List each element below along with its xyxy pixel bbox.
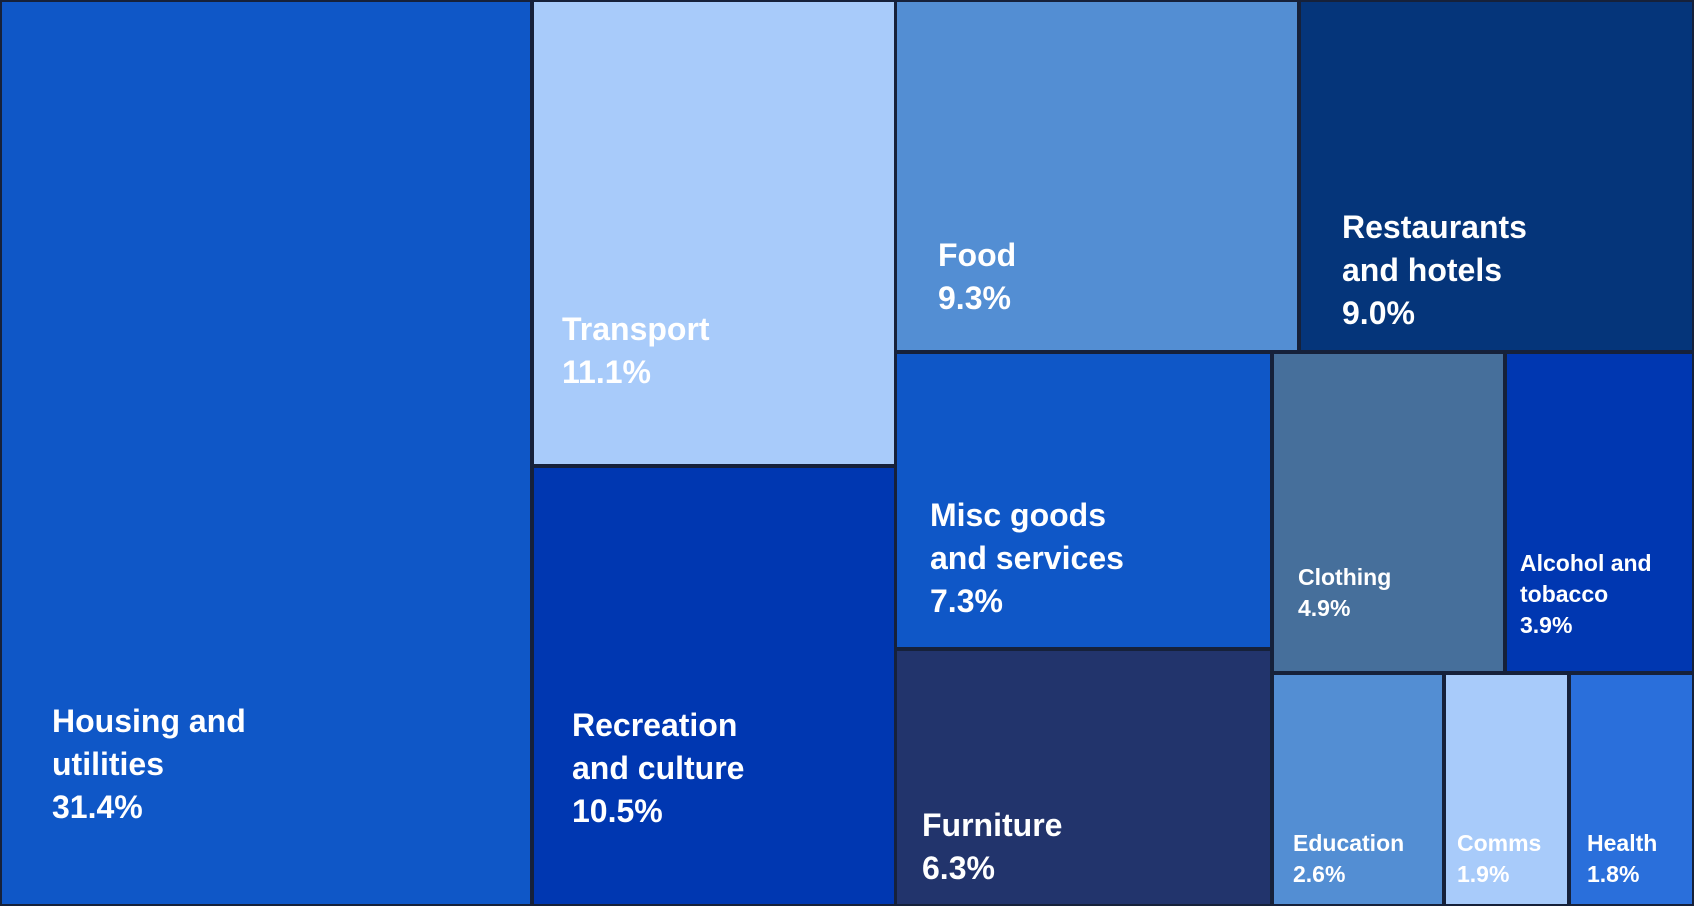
tile-recreation-and-culture	[532, 466, 896, 906]
tile-value: 10.5%	[572, 793, 663, 830]
tile-value: 3.9%	[1520, 612, 1573, 639]
tile-housing-and-utilities	[0, 0, 532, 906]
tile-food	[895, 0, 1299, 352]
tile-health	[1569, 673, 1694, 906]
tile-value: 31.4%	[52, 789, 143, 826]
tile-label-misc-goods-and-services: Misc goods and services 7.3%	[930, 494, 1124, 624]
tile-alcohol-and-tobacco	[1505, 352, 1694, 673]
tile-name: Restaurants	[1342, 209, 1527, 245]
tile-value: 2.6%	[1293, 861, 1346, 888]
tile-label-transport: Transport 11.1%	[562, 308, 710, 394]
tile-label-food: Food 9.3%	[938, 234, 1016, 320]
tile-name: tobacco	[1520, 581, 1609, 608]
tile-name: Housing and	[52, 703, 246, 739]
tile-name: and culture	[572, 750, 745, 787]
tile-label-clothing: Clothing 4.9%	[1298, 562, 1391, 624]
tile-value: 1.9%	[1457, 861, 1510, 888]
tile-label-housing-and-utilities: Housing and utilities 31.4%	[52, 700, 246, 830]
tile-value: 9.0%	[1342, 295, 1415, 332]
tile-value: 4.9%	[1298, 595, 1351, 622]
tile-name: Misc goods	[930, 497, 1107, 533]
tile-name: Recreation	[572, 707, 738, 743]
tile-name: Alcohol and	[1520, 550, 1652, 576]
tile-label-alcohol-and-tobacco: Alcohol and tobacco 3.9%	[1520, 548, 1652, 641]
tile-value: 6.3%	[922, 850, 995, 887]
tile-name: utilities	[52, 746, 165, 783]
tile-label-restaurants-and-hotels: Restaurants and hotels 9.0%	[1342, 206, 1527, 336]
tile-restaurants-and-hotels	[1299, 0, 1694, 352]
tile-name: Clothing	[1298, 564, 1392, 590]
tile-value: 9.3%	[938, 280, 1011, 317]
tile-transport	[532, 0, 896, 466]
tile-value: 11.1%	[562, 354, 651, 391]
tile-value: 7.3%	[930, 583, 1003, 620]
tile-clothing	[1272, 352, 1505, 673]
tile-name: Transport	[562, 311, 710, 347]
tile-label-furniture: Furniture 6.3%	[922, 804, 1062, 890]
tile-name: and hotels	[1342, 252, 1503, 289]
tile-label-health: Health 1.8%	[1587, 828, 1657, 890]
tile-name: Comms	[1457, 830, 1542, 856]
tile-education	[1272, 673, 1444, 906]
tile-misc-goods-and-services	[895, 352, 1272, 649]
tile-name: Food	[938, 237, 1017, 273]
tile-label-recreation-and-culture: Recreation and culture 10.5%	[572, 704, 744, 834]
tile-furniture	[895, 649, 1272, 906]
tile-label-comms: Comms 1.9%	[1457, 828, 1541, 890]
tile-name: Furniture	[922, 807, 1063, 843]
tile-name: and services	[930, 540, 1124, 577]
tile-comms	[1444, 673, 1569, 906]
tile-label-education: Education 2.6%	[1293, 828, 1404, 890]
tile-value: 1.8%	[1587, 861, 1640, 888]
tile-name: Health	[1587, 830, 1658, 856]
tile-name: Education	[1293, 830, 1405, 856]
